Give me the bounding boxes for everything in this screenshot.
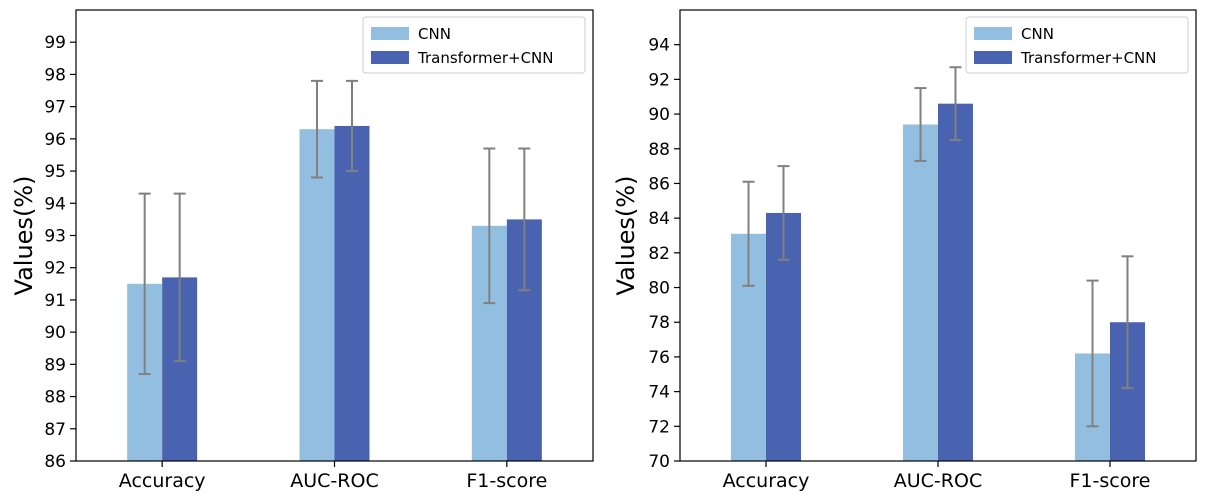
legend-label-transformer-cnn: Transformer+CNN bbox=[1020, 49, 1157, 67]
errorbar-accuracy-transformer-cnn bbox=[777, 165, 790, 261]
y-tick-label: 93 bbox=[44, 227, 66, 247]
bar-auc-roc-transformer-cnn bbox=[938, 103, 973, 462]
y-tick-label: 80 bbox=[648, 279, 670, 299]
chart-panel-1: Accuracy AUC-ROC F1-score 86 87 88 89 90 91 92 93 9… bbox=[10, 9, 594, 492]
y-tick-label: 96 bbox=[44, 130, 66, 150]
legend-swatch-cnn bbox=[974, 27, 1012, 40]
errorbar-accuracy-cnn bbox=[138, 192, 151, 376]
y-tick-label: 86 bbox=[44, 452, 66, 472]
y-tick-label: 94 bbox=[648, 36, 670, 56]
bar-auc-roc-transformer-cnn bbox=[334, 125, 370, 461]
x-tick-label: F1-score bbox=[1070, 470, 1151, 492]
errorbar-auc-roc-cnn bbox=[311, 79, 323, 179]
y-tick-label: 78 bbox=[648, 313, 670, 333]
errorbar-auc-roc-cnn bbox=[914, 87, 927, 162]
legend-swatch-transformer-cnn bbox=[974, 51, 1012, 64]
legend: CNN Transformer+CNN bbox=[965, 16, 1189, 74]
x-tick-label: F1-score bbox=[466, 470, 547, 492]
y-tick-label: 88 bbox=[648, 140, 670, 160]
y-tick-label: 97 bbox=[44, 98, 66, 118]
y-tick-label: 90 bbox=[44, 323, 66, 343]
bar-auc-roc-cnn bbox=[903, 124, 938, 461]
y-tick-label: 98 bbox=[44, 65, 66, 85]
y-tick-label: 82 bbox=[648, 244, 670, 264]
y-tick-label: 94 bbox=[44, 194, 66, 214]
y-tick-label: 91 bbox=[44, 291, 66, 311]
plot-frame bbox=[679, 9, 1197, 462]
errorbar-f1-score-transformer-cnn bbox=[518, 147, 531, 292]
y-tick-label: 89 bbox=[44, 355, 66, 375]
legend-label-cnn: CNN bbox=[1021, 25, 1054, 43]
errorbar-accuracy-cnn bbox=[742, 180, 755, 287]
y-tick-label: 86 bbox=[648, 174, 670, 194]
x-tick-label: AUC-ROC bbox=[290, 470, 378, 492]
errorbar-f1-score-cnn bbox=[1086, 279, 1099, 428]
legend-label-transformer-cnn: Transformer+CNN bbox=[417, 49, 554, 67]
y-axis-label: Values(%) bbox=[10, 176, 38, 296]
y-tick-label: 76 bbox=[648, 348, 670, 368]
y-tick-label: 90 bbox=[648, 105, 670, 125]
bar-auc-roc-cnn bbox=[299, 129, 335, 461]
errorbar-accuracy-transformer-cnn bbox=[173, 192, 186, 363]
legend-box bbox=[965, 16, 1189, 74]
chart-panel-2: Accuracy AUC-ROC F1-score 70 72 74 76 78 80 82 84 8… bbox=[612, 9, 1197, 492]
y-axis-label: Values(%) bbox=[612, 176, 640, 296]
y-tick-label: 87 bbox=[44, 420, 66, 440]
y-tick-label: 92 bbox=[648, 70, 670, 90]
errorbar-auc-roc-transformer-cnn bbox=[949, 66, 962, 142]
y-tick-label: 92 bbox=[44, 259, 66, 279]
errorbar-f1-score-transformer-cnn bbox=[1121, 255, 1134, 390]
y-tick-label: 88 bbox=[44, 388, 66, 408]
y-tick-label: 70 bbox=[648, 452, 670, 472]
legend: CNN Transformer+CNN bbox=[362, 16, 586, 74]
errorbar-auc-roc-transformer-cnn bbox=[346, 79, 358, 173]
y-tick-label: 95 bbox=[44, 162, 66, 182]
legend-swatch-cnn bbox=[371, 27, 409, 40]
legend-box bbox=[362, 16, 586, 74]
legend-label-cnn: CNN bbox=[418, 25, 451, 43]
x-tick-label: AUC-ROC bbox=[894, 470, 982, 492]
x-tick-label: Accuracy bbox=[723, 470, 810, 492]
plot-frame bbox=[75, 9, 594, 462]
y-tick-label: 72 bbox=[648, 417, 670, 437]
y-tick-label: 84 bbox=[648, 209, 670, 229]
errorbar-f1-score-cnn bbox=[483, 147, 496, 305]
y-tick-label: 74 bbox=[648, 383, 670, 403]
legend-swatch-transformer-cnn bbox=[371, 51, 409, 64]
y-tick-label: 99 bbox=[44, 33, 66, 53]
x-tick-label: Accuracy bbox=[119, 470, 206, 492]
